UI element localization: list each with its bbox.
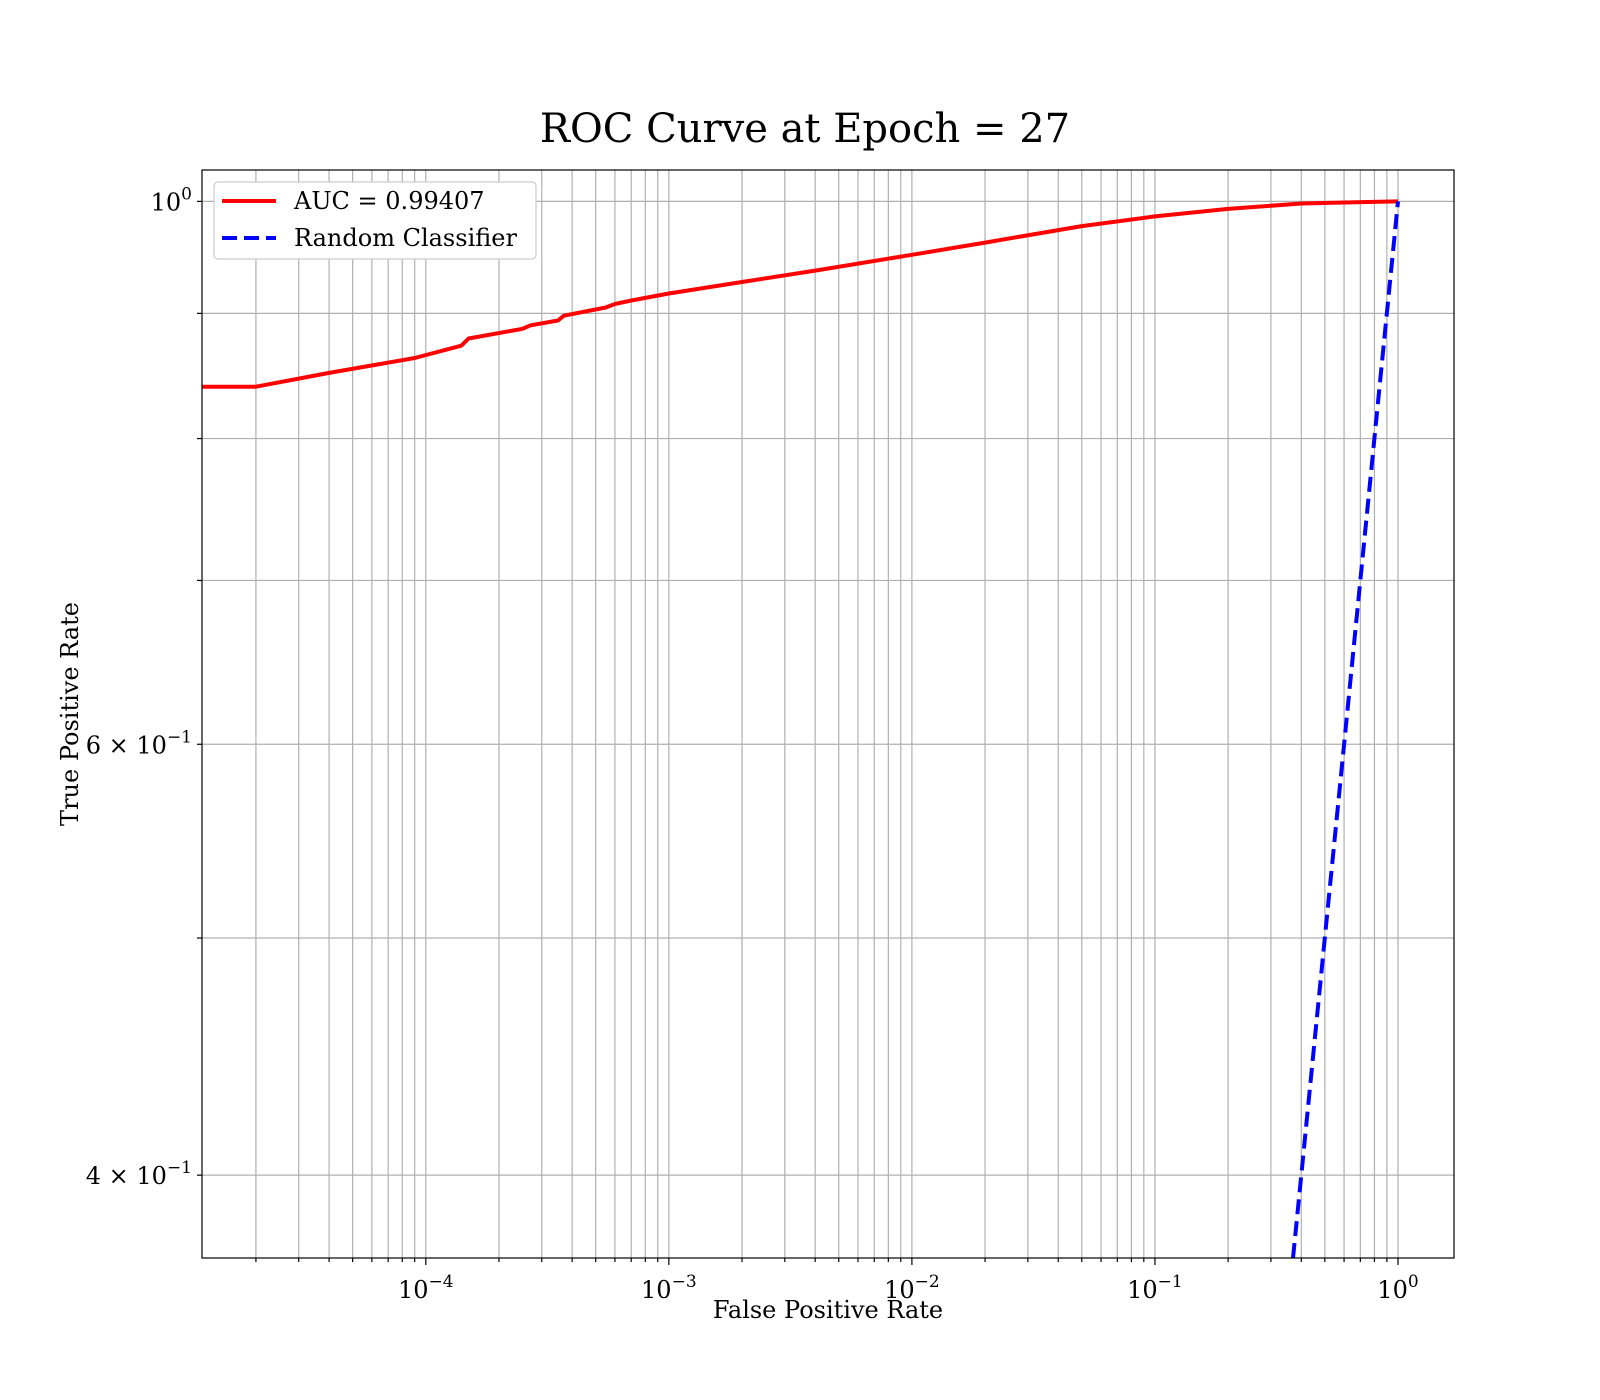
- x-axis-label: False Positive Rate: [713, 1296, 943, 1324]
- y-tick-label: 6 × 10−1: [86, 727, 192, 759]
- chart-title: ROC Curve at Epoch = 27: [540, 106, 1070, 152]
- x-tick-label: 100: [1377, 1272, 1418, 1304]
- legend-label-roc: AUC = 0.99407: [293, 187, 485, 215]
- series-layer: [202, 199, 1400, 1258]
- x-tick-label: 10−2: [884, 1272, 940, 1304]
- y-axis-label: True Positive Rate: [56, 602, 84, 826]
- y-tick-label: 4 × 10−1: [86, 1158, 192, 1190]
- roc-curve-line: [202, 199, 1399, 389]
- x-tick-label: 10−4: [398, 1272, 454, 1304]
- x-tick-label: 10−1: [1127, 1272, 1183, 1304]
- legend-box: [213, 181, 537, 260]
- y-tick-label: 100: [151, 184, 192, 216]
- random-classifier-line: [1291, 201, 1400, 1258]
- plot-frame: [201, 169, 1455, 1259]
- ticks: 10−4 10−3 10−2 10−1 100 4 × 10−1 6 × 10−1 100: [86, 184, 1419, 1304]
- grid-lines: [202, 170, 1454, 1258]
- legend: AUC = 0.99407 Random Classifier: [213, 181, 537, 260]
- x-tick-label: 10−3: [641, 1272, 697, 1304]
- legend-label-random: Random Classifier: [294, 224, 517, 252]
